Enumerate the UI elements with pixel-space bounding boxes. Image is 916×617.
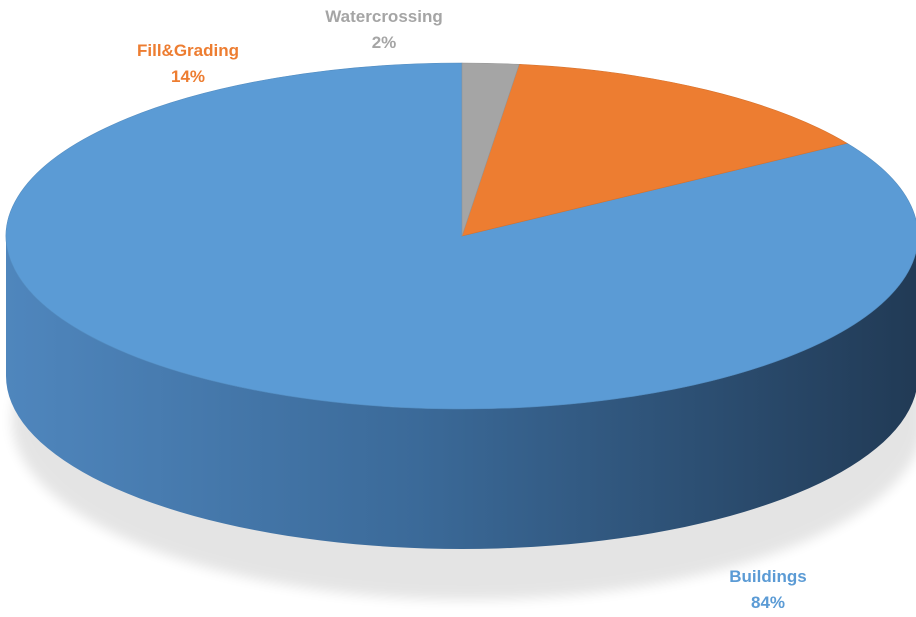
pie-slice-fill-grading <box>461 64 848 237</box>
data-label-watercrossing-value: 2% <box>372 33 397 52</box>
pie-side-buildings <box>6 236 916 549</box>
data-label-buildings-name: Buildings <box>729 567 806 586</box>
pie-slice-buildings <box>5 62 916 410</box>
pie-side-walls <box>6 236 916 549</box>
data-label-buildings-value: 84% <box>751 593 785 612</box>
data-labels: Buildings 84% Fill&Grading 14% Watercrossing… <box>137 7 807 612</box>
data-label-watercrossing-name: Watercrossing <box>325 7 442 26</box>
data-label-fill-grading-value: 14% <box>171 67 205 86</box>
pie-slice-watercrossing <box>461 62 520 237</box>
pie-slices <box>5 62 916 410</box>
data-label-fill-grading-name: Fill&Grading <box>137 41 239 60</box>
